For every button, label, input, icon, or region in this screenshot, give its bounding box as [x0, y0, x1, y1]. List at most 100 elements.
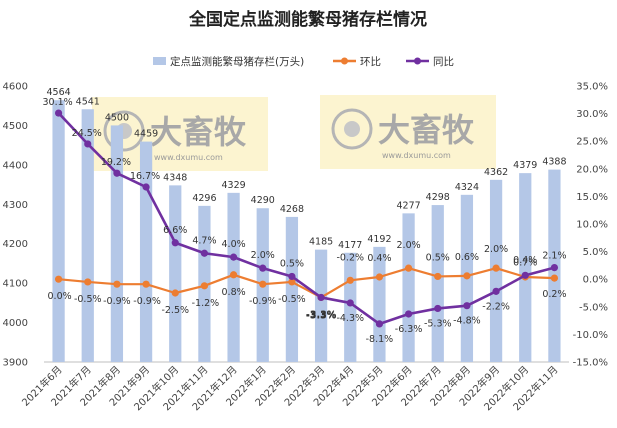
mom-value-label: -0.9%: [133, 296, 161, 307]
yoy-point: [142, 183, 150, 191]
mom-point: [550, 274, 559, 282]
y-left-tick-label: 4500: [3, 121, 28, 132]
watermark-brand: 大畜牧: [378, 111, 475, 149]
y-left-tick-label: 4300: [3, 200, 28, 211]
bar-value-label: 4268: [280, 204, 304, 215]
bar-value-label: 4348: [163, 172, 187, 183]
mom-point: [463, 272, 471, 280]
mom-value-label: -0.5%: [74, 294, 102, 305]
bar: [139, 141, 153, 362]
yoy-point: [200, 249, 209, 257]
mom-value-label: 2.0%: [484, 244, 508, 255]
mom-point: [171, 289, 179, 297]
legend-marker-mom: [341, 57, 348, 65]
bar-value-label: 4379: [513, 160, 537, 171]
yoy-point: [229, 253, 238, 261]
mom-value-label: -0.2%: [336, 252, 364, 263]
bar: [431, 205, 444, 362]
yoy-value-label: 2.1%: [542, 251, 566, 262]
y-right-tick-label: -5.0%: [579, 302, 608, 313]
bar-value-label: 4362: [484, 167, 508, 178]
line-series: [54, 109, 559, 328]
yoy-value-label: 16.7%: [130, 171, 160, 182]
watermark-right: 大畜牧 www.dxumu.com: [320, 95, 496, 169]
yoy-value-label: 2.0%: [251, 250, 275, 261]
bar-value-label: 4277: [396, 200, 420, 211]
y-right-tick-label: 0.0%: [583, 275, 608, 286]
mom-value-label: -0.9%: [249, 296, 277, 307]
y-right-tick-label: 5.0%: [583, 247, 608, 258]
mom-value-label: -3.3%: [306, 310, 337, 321]
mom-point: [54, 275, 63, 283]
mom-value-label: 0.2%: [542, 289, 566, 300]
bar-value-label: 4541: [76, 96, 100, 107]
yoy-value-label: 19.2%: [101, 157, 131, 168]
yoy-value-label: 30.1%: [42, 97, 72, 108]
mom-point: [229, 271, 238, 279]
bar: [314, 249, 328, 362]
y-left-tick-label: 4400: [3, 160, 28, 171]
bar: [169, 185, 182, 362]
bar-value-label: 4185: [309, 237, 333, 248]
mom-value-label: 0.0%: [48, 291, 72, 302]
yoy-value-label: 0.5%: [280, 258, 304, 269]
yoy-point: [492, 287, 500, 295]
y-right-tick-label: -10.0%: [573, 330, 608, 341]
y-right-tick-label: 35.0%: [576, 82, 608, 93]
y-right-tick-label: 15.0%: [576, 192, 608, 203]
y-right-tick-label: 25.0%: [576, 137, 608, 148]
bar: [81, 109, 94, 363]
mom-point: [288, 278, 296, 286]
yoy-point: [404, 310, 413, 318]
yoy-value-label: -2.2%: [482, 301, 510, 312]
watermark-brand: 大畜牧: [150, 113, 247, 151]
yoy-line: [57, 112, 555, 326]
yoy-value-label: -5.3%: [424, 318, 452, 329]
yoy-point: [375, 320, 384, 328]
watermark-url: www.dxumu.com: [154, 153, 223, 162]
yoy-point: [171, 239, 179, 247]
bar-value-label: 4564: [46, 87, 70, 98]
mom-point: [259, 280, 267, 288]
legend-label-yoy: 同比: [433, 55, 454, 68]
yoy-value-label: 4.7%: [192, 235, 216, 246]
legend-swatch-bar: [153, 57, 166, 65]
bar: [110, 125, 124, 362]
bar-value-label: 4296: [192, 193, 216, 204]
mom-point: [113, 280, 121, 288]
yoy-value-label: -3.3%: [306, 309, 337, 320]
mom-value-label: -0.9%: [103, 296, 131, 307]
mom-point: [84, 278, 92, 286]
yoy-point: [113, 169, 121, 177]
yoy-value-label: 6.6%: [163, 225, 187, 236]
legend-marker-yoy: [414, 57, 421, 65]
yoy-value-label: -6.3%: [395, 324, 423, 335]
legend: 定点监测能繁母猪存栏(万头) 环比 同比: [153, 55, 454, 68]
mom-point: [434, 272, 442, 281]
legend-label-mom: 环比: [360, 55, 381, 68]
y-right-tick-label: -15.0%: [573, 358, 608, 369]
bar: [402, 213, 415, 362]
mom-point: [492, 264, 500, 272]
mom-value-label: -2.5%: [161, 305, 189, 316]
bar-value-label: 4298: [426, 192, 450, 203]
y-right-tick-label: 10.0%: [576, 220, 608, 231]
y-right-tick-label: 30.0%: [576, 109, 608, 120]
bar-value-label: 4324: [455, 182, 479, 193]
bar: [519, 173, 532, 362]
bar-value-label: 4500: [105, 112, 129, 123]
mom-value-label: 0.4%: [513, 255, 537, 266]
chart-title: 全国定点监测能繁母猪存栏情况: [188, 9, 427, 30]
yoy-value-label: -4.3%: [336, 313, 364, 324]
y-left-tick-label: 4100: [3, 279, 28, 290]
yoy-value-label: 4.0%: [222, 239, 246, 250]
yoy-value-label: 24.5%: [72, 128, 102, 139]
bar-value-label: 4388: [542, 157, 566, 168]
bar-value-label: 4192: [367, 234, 391, 245]
yoy-point: [463, 302, 471, 310]
bar: [285, 216, 299, 362]
bar-value-label: 4177: [338, 240, 362, 251]
legend-label-bar: 定点监测能繁母猪存栏(万头): [170, 55, 304, 68]
bar-value-label: 4329: [221, 180, 245, 191]
